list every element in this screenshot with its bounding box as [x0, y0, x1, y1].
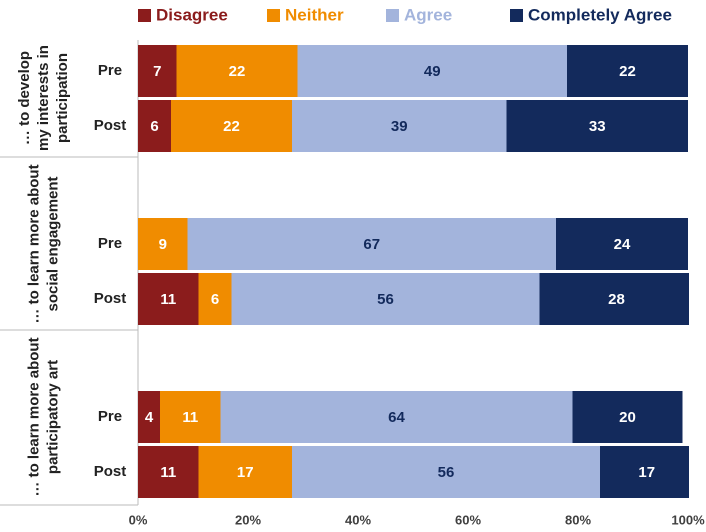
x-tick-label: 20% [235, 512, 261, 527]
data-label: 17 [237, 464, 254, 481]
data-label: 64 [388, 409, 405, 426]
bar-segment [539, 273, 689, 325]
legend-swatch [138, 9, 151, 22]
bar-segment [198, 273, 232, 325]
data-label: 33 [589, 118, 606, 135]
bar-segment [220, 391, 573, 443]
bar-segment [171, 100, 292, 152]
group-label: social engagement [44, 176, 61, 311]
category-label: Pre [98, 62, 122, 79]
group-label: … to learn more about [25, 164, 42, 323]
bar-segment [297, 45, 567, 97]
bar-segment [556, 218, 688, 270]
bar-segment [506, 100, 688, 152]
data-label: 11 [182, 409, 198, 426]
legend-label: Agree [404, 5, 452, 24]
bar-segment [176, 45, 298, 97]
bar-segment [138, 45, 177, 97]
x-tick-label: 40% [345, 512, 371, 527]
data-label: 28 [608, 291, 625, 308]
bar-segment [567, 45, 688, 97]
category-label: Pre [98, 408, 122, 425]
data-label: 20 [619, 409, 636, 426]
data-label: 9 [159, 236, 167, 253]
legend-swatch [386, 9, 399, 22]
x-tick-label: 0% [129, 512, 148, 527]
bar-segment [198, 446, 292, 498]
x-tick-label: 100% [671, 512, 705, 527]
data-label: 11 [160, 291, 176, 308]
category-label: Post [94, 290, 127, 307]
x-tick-label: 60% [455, 512, 481, 527]
x-tick-label: 80% [565, 512, 591, 527]
data-label: 6 [150, 118, 158, 135]
data-label: 56 [377, 291, 394, 308]
data-label: 22 [229, 63, 246, 80]
bar-segment [600, 446, 689, 498]
data-label: 49 [424, 63, 441, 80]
bar-segment [138, 391, 160, 443]
bar-segment [138, 446, 199, 498]
category-label: Post [94, 463, 127, 480]
legend-label: Completely Agree [528, 5, 672, 24]
bar-segment [292, 100, 507, 152]
data-label: 22 [619, 63, 636, 80]
data-label: 24 [614, 236, 631, 253]
data-label: 6 [211, 291, 219, 308]
bar-segment [160, 391, 221, 443]
bar-segment [572, 391, 683, 443]
bar-segment [231, 273, 540, 325]
bar-segment [138, 273, 199, 325]
data-label: 4 [145, 409, 154, 426]
bar-segment [292, 446, 600, 498]
data-label: 17 [638, 464, 655, 481]
data-label: 67 [363, 236, 380, 253]
bar-segment [187, 218, 556, 270]
data-label: 56 [438, 464, 455, 481]
data-label: 7 [153, 63, 161, 80]
legend-label: Neither [285, 5, 344, 24]
legend-label: Disagree [156, 5, 228, 24]
data-label: 22 [223, 118, 240, 135]
data-label: 39 [391, 118, 408, 135]
group-label: … to learn more about [25, 337, 42, 496]
legend-swatch [267, 9, 280, 22]
group-label: my interests in [35, 45, 52, 151]
data-label: 11 [160, 464, 176, 481]
bar-segment [138, 100, 171, 152]
category-label: Pre [98, 235, 122, 252]
category-label: Post [94, 117, 127, 134]
group-label: … to develop [16, 51, 33, 145]
bar-segment [138, 218, 188, 270]
group-label: participatory art [44, 360, 61, 474]
legend-swatch [510, 9, 523, 22]
group-label: participation [54, 53, 71, 143]
